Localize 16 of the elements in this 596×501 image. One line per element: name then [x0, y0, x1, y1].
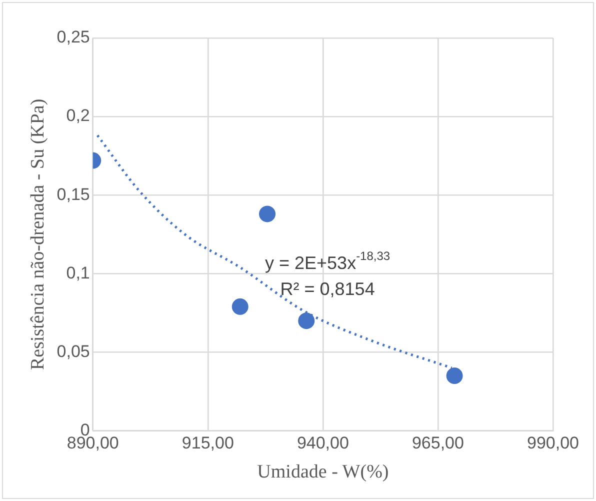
- x-tick-label: 965,00: [412, 434, 464, 453]
- y-tick-label: 0,2: [66, 106, 90, 126]
- y-tick-label: 0,1: [66, 263, 90, 282]
- y-tick-label: 0,25: [56, 28, 90, 47]
- point: [298, 312, 315, 330]
- point: [232, 298, 248, 315]
- x-axis-title: Umidade - W(%): [257, 462, 389, 483]
- x-tick-label: 940,00: [296, 434, 349, 453]
- y-axis-title: Resistência não-drenada - Su (KPa): [27, 98, 48, 370]
- x-tick-label: 915,00: [182, 434, 234, 453]
- x-tick-label: 990,00: [527, 434, 579, 453]
- y-tick-label: 0,15: [56, 184, 90, 204]
- point: [259, 206, 276, 222]
- y-tick-label: 0,05: [56, 342, 90, 361]
- annotation: R² = 0,8154: [280, 278, 375, 299]
- point: [446, 368, 463, 384]
